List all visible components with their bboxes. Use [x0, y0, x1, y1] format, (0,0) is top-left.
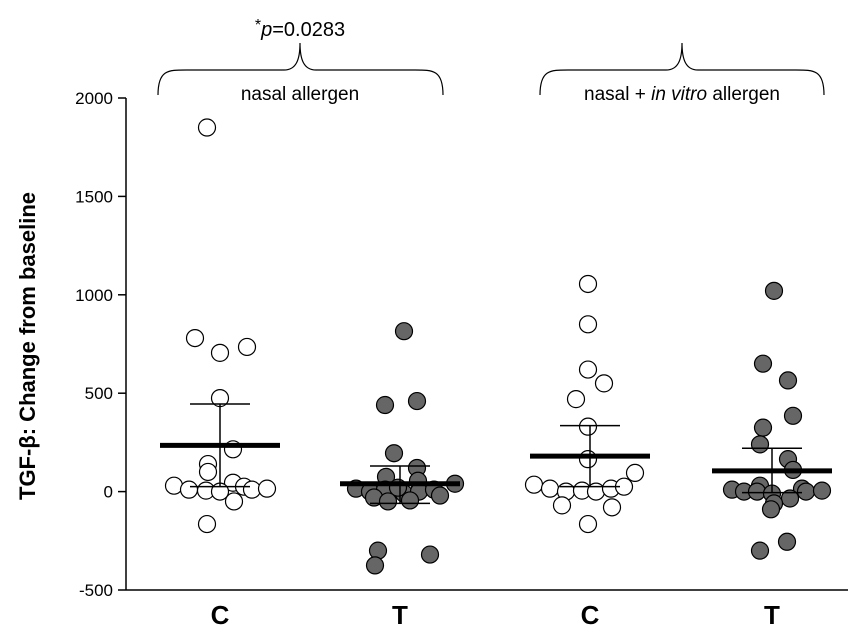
data-point	[578, 274, 598, 294]
data-point	[747, 482, 767, 501]
data-point	[578, 417, 598, 436]
group-bracket	[157, 42, 444, 96]
data-point	[237, 337, 257, 357]
group-label: nasal allergen	[241, 84, 359, 105]
data-point	[524, 475, 544, 494]
y-tick-label: -500	[79, 581, 113, 600]
x-category-label: T	[392, 600, 408, 630]
data-point	[198, 462, 218, 482]
data-point	[224, 492, 244, 511]
p-value-star: *	[255, 17, 261, 34]
data-point	[750, 541, 770, 560]
data-point	[242, 480, 262, 499]
data-point	[540, 479, 560, 498]
y-tick-label: 2000	[75, 89, 113, 108]
data-point	[594, 374, 614, 393]
mean-sem-bars	[160, 403, 832, 505]
group-brackets: nasal allergen nasal + in vitro allergen	[157, 42, 825, 105]
data-point	[407, 391, 427, 411]
group-label: nasal + in vitro allergen	[584, 84, 780, 105]
data-point	[764, 281, 784, 300]
data-point	[378, 492, 398, 511]
data-points	[164, 118, 832, 575]
data-point	[778, 371, 798, 390]
data-point	[578, 514, 598, 534]
data-point	[753, 418, 773, 437]
data-point	[384, 444, 404, 463]
y-tick-label: 1000	[75, 286, 113, 305]
data-point	[185, 328, 205, 348]
data-point	[164, 476, 184, 495]
p-value-annotation: *p=0.0283	[255, 17, 345, 41]
x-category-label: C	[581, 600, 600, 630]
data-point	[368, 541, 388, 560]
data-point	[197, 118, 217, 137]
data-point	[812, 481, 832, 500]
data-point	[750, 435, 770, 454]
y-tick-label: 500	[85, 384, 113, 403]
y-ticks: -500 0 500 1000 1500 2000	[75, 89, 126, 600]
data-point	[430, 486, 450, 505]
x-category-label: C	[211, 600, 230, 630]
data-point	[796, 482, 816, 501]
y-axis-label: TGF-β: Change from baseline	[15, 192, 40, 500]
data-point	[552, 496, 572, 515]
data-point	[375, 395, 395, 415]
data-point	[602, 498, 622, 517]
data-point	[210, 343, 230, 362]
data-point	[783, 406, 803, 425]
y-tick-label: 1500	[75, 187, 113, 206]
data-point	[578, 315, 598, 334]
x-category-label: T	[764, 600, 780, 630]
data-point	[197, 514, 217, 534]
data-point	[761, 500, 781, 519]
data-point	[566, 390, 586, 409]
data-point	[365, 556, 385, 575]
data-point	[179, 480, 199, 499]
data-point	[257, 479, 277, 498]
data-point	[394, 322, 414, 341]
data-point	[400, 491, 420, 510]
data-point	[578, 360, 598, 379]
data-point	[753, 354, 773, 373]
data-point	[777, 532, 797, 551]
group-bracket	[539, 42, 825, 96]
data-point	[625, 463, 645, 483]
p-value-letter: p	[260, 19, 272, 41]
data-point	[578, 450, 598, 469]
data-point	[420, 545, 440, 564]
y-tick-label: 0	[104, 483, 113, 502]
p-value-number: =0.0283	[272, 19, 345, 41]
